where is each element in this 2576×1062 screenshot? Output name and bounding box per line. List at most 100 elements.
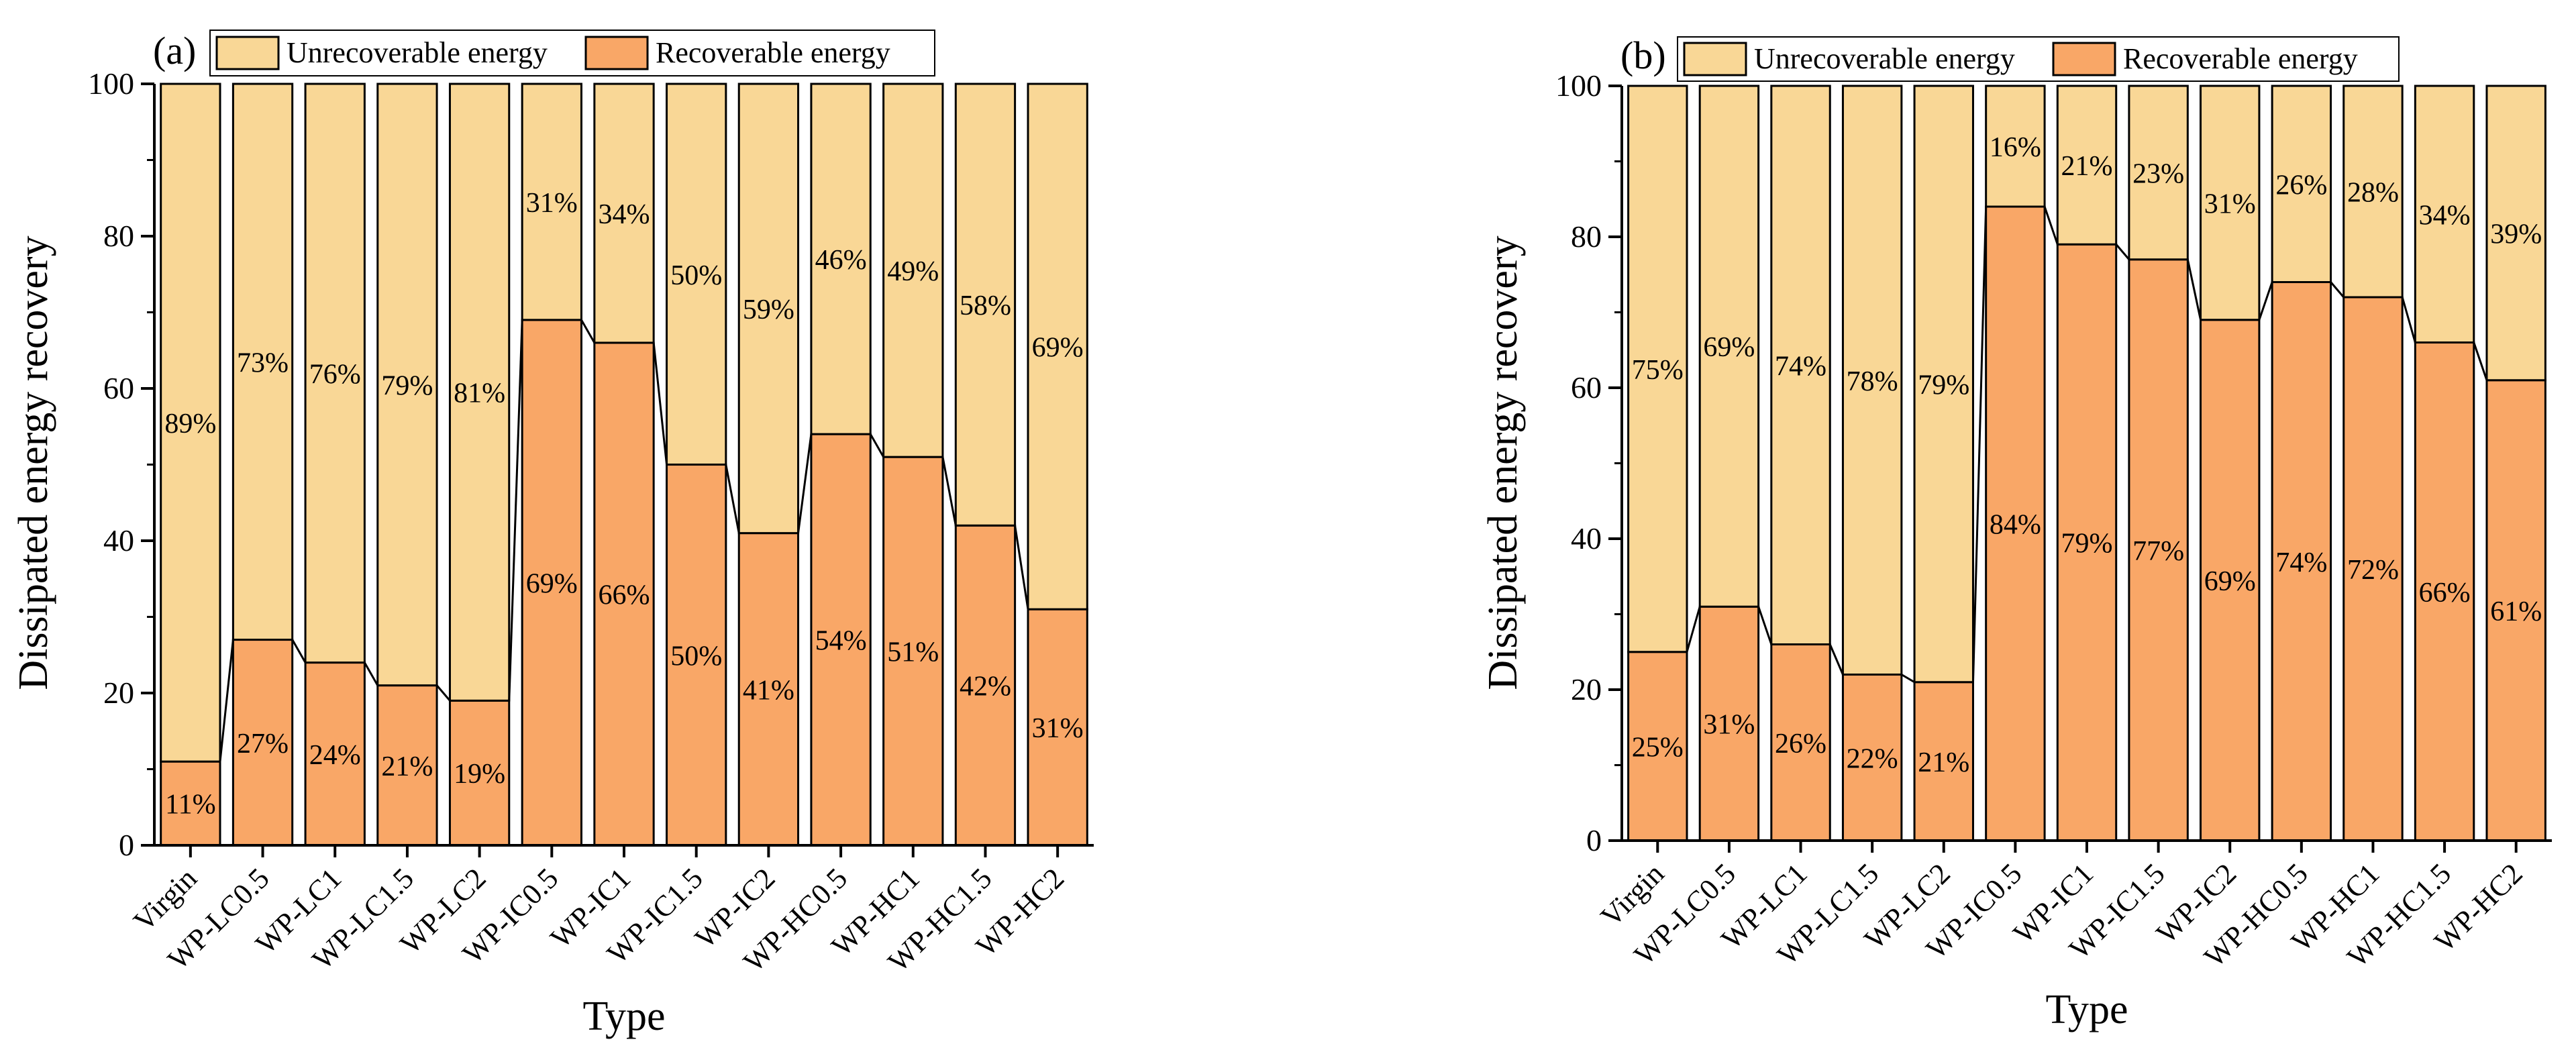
bar-unrecoverable [593, 83, 655, 344]
bar-unrecoverable [1913, 85, 1974, 684]
series-connector-line [1901, 674, 1915, 684]
data-label-unrecoverable: 73% [237, 348, 289, 378]
data-label-recoverable: 69% [526, 568, 578, 599]
bar-unrecoverable [231, 83, 294, 641]
series-connector-line [2258, 282, 2273, 321]
data-label-unrecoverable: 69% [1032, 333, 1084, 364]
series-connector-line [2473, 342, 2488, 381]
panel-label: (a) [153, 29, 196, 72]
chart-panel-b: 25% 75% 31% 69% 26% 74% 22% 78% 21% 79% 84% 16% 79% 2… [1480, 34, 2552, 1032]
data-label-unrecoverable: 28% [2347, 178, 2399, 209]
data-label-unrecoverable: 81% [454, 378, 505, 409]
bar-unrecoverable [521, 83, 582, 321]
series-connector-line [941, 456, 957, 526]
data-label-unrecoverable: 49% [887, 256, 939, 287]
data-label-recoverable: 26% [1775, 729, 1826, 759]
bar-unrecoverable [2056, 85, 2118, 246]
data-label-recoverable: 79% [2061, 529, 2113, 560]
bar-unrecoverable [1770, 85, 1831, 645]
bar-unrecoverable [1027, 83, 1088, 610]
bar-unrecoverable [1698, 85, 1760, 608]
data-label-recoverable: 66% [599, 580, 650, 610]
bar-unrecoverable [2200, 85, 2261, 321]
data-label-recoverable: 77% [2132, 536, 2184, 567]
series-connector-line [725, 464, 740, 533]
series-connector-line [1757, 606, 1773, 645]
bar-recoverable [1698, 605, 1760, 842]
data-label-unrecoverable: 34% [2419, 200, 2471, 231]
bar-unrecoverable [2342, 85, 2404, 299]
data-label-recoverable: 41% [743, 675, 794, 706]
x-axis-title: Type [2045, 987, 2128, 1032]
data-label-recoverable: 31% [1032, 713, 1084, 744]
data-label-recoverable: 42% [960, 672, 1011, 702]
series-connector-line [2115, 244, 2130, 260]
data-label-recoverable: 66% [2419, 578, 2471, 608]
bar-unrecoverable [810, 83, 872, 435]
data-label-recoverable: 69% [2204, 566, 2256, 597]
series-connector-line [2330, 281, 2345, 298]
bar-recoverable [160, 760, 221, 847]
data-label-recoverable: 27% [237, 729, 289, 759]
data-label-unrecoverable: 58% [960, 290, 1011, 321]
series-connector-line [1014, 525, 1029, 610]
bar-recoverable [2200, 319, 2261, 842]
legend-swatch-recoverable [2052, 42, 2116, 76]
legend-swatch-recoverable [584, 36, 649, 70]
data-label-unrecoverable: 76% [309, 359, 361, 390]
bar-unrecoverable [2128, 85, 2189, 261]
series-connector-line [2043, 206, 2059, 245]
data-label-recoverable: 74% [2275, 547, 2327, 578]
data-label-unrecoverable: 34% [599, 199, 650, 230]
bar-unrecoverable [160, 83, 221, 763]
legend-box [1677, 36, 2400, 82]
bar-recoverable [2056, 243, 2118, 842]
legend: Unrecoverable energy Recoverable energy [1677, 36, 2400, 82]
data-label-unrecoverable: 78% [1847, 366, 1898, 397]
bar-unrecoverable [1985, 85, 2046, 208]
data-label-unrecoverable: 50% [670, 260, 722, 291]
y-tick-label: 20 [103, 676, 134, 710]
data-label-recoverable: 51% [887, 637, 939, 668]
legend: Unrecoverable energy Recoverable energy [209, 30, 935, 76]
y-tick-label: 80 [103, 219, 134, 253]
y-tick-label: 60 [103, 371, 134, 405]
data-label-unrecoverable: 46% [815, 245, 867, 276]
series-connector-line [364, 661, 379, 686]
bar-recoverable [882, 456, 944, 847]
bar-unrecoverable [666, 83, 727, 466]
bar-recoverable [810, 433, 872, 847]
series-connector-line [580, 319, 596, 343]
bar-unrecoverable [448, 83, 511, 702]
series-connector-line [2186, 259, 2202, 321]
data-label-recoverable: 19% [454, 759, 505, 790]
data-label-unrecoverable: 31% [526, 188, 578, 219]
data-label-unrecoverable: 69% [1703, 332, 1755, 363]
series-connector-line [435, 684, 451, 702]
chart-panel-a: 11% 89% 27% 73% 24% 76% 21% 79% 19% 81% 69% 31% 66% 3… [11, 29, 1094, 1039]
data-label-unrecoverable: 79% [381, 370, 433, 401]
data-label-recoverable: 84% [1990, 510, 2041, 541]
bar-recoverable [521, 319, 582, 847]
bar-recoverable [1985, 205, 2046, 842]
y-tick-label: 40 [1571, 521, 1602, 555]
legend-swatch-unrecoverable [1683, 42, 1747, 76]
data-label-unrecoverable: 74% [1775, 351, 1826, 382]
bar-recoverable [954, 524, 1017, 847]
series-connector-line [291, 639, 307, 663]
x-axis-title: Type [582, 994, 665, 1039]
bar-recoverable [2414, 341, 2475, 842]
y-tick-label: 100 [1555, 68, 1602, 103]
series-connector-line [1971, 206, 1988, 682]
data-label-recoverable: 72% [2347, 555, 2399, 586]
bar-unrecoverable [737, 83, 800, 535]
data-label-recoverable: 11% [165, 790, 215, 820]
y-tick-label: 0 [119, 828, 134, 862]
y-axis-title: Dissipated energy recovery [11, 235, 56, 690]
bar-unrecoverable [954, 83, 1017, 527]
data-label-recoverable: 31% [1703, 710, 1755, 741]
data-label-unrecoverable: 59% [743, 295, 794, 325]
legend-label-recoverable: Recoverable energy [2123, 42, 2358, 75]
data-label-recoverable: 61% [2490, 596, 2542, 627]
